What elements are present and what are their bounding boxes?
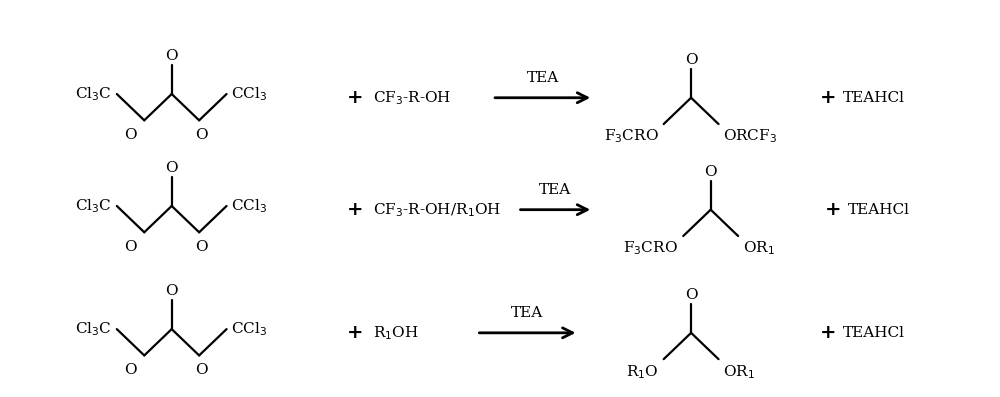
Text: O: O [165, 284, 178, 298]
Text: O: O [124, 128, 137, 142]
Text: +: + [820, 324, 837, 342]
Text: Cl$_3$C: Cl$_3$C [75, 85, 112, 103]
Text: OR$_1$: OR$_1$ [723, 363, 755, 381]
Text: TEAHCl: TEAHCl [843, 91, 905, 105]
Text: F$_3$CRO: F$_3$CRO [604, 128, 659, 145]
Text: +: + [347, 201, 363, 219]
Text: Cl$_3$C: Cl$_3$C [75, 320, 112, 338]
Text: CCl$_3$: CCl$_3$ [231, 85, 268, 103]
Text: O: O [196, 240, 208, 254]
Text: O: O [165, 49, 178, 63]
Text: O: O [165, 161, 178, 175]
Text: R$_1$O: R$_1$O [626, 363, 659, 381]
Text: O: O [124, 240, 137, 254]
Text: O: O [704, 165, 717, 179]
Text: CCl$_3$: CCl$_3$ [231, 320, 268, 338]
Text: +: + [820, 89, 837, 107]
Text: O: O [196, 363, 208, 377]
Text: CF$_3$-R-OH/R$_1$OH: CF$_3$-R-OH/R$_1$OH [373, 201, 501, 218]
Text: F$_3$CRO: F$_3$CRO [623, 240, 678, 257]
Text: TEAHCl: TEAHCl [843, 326, 905, 340]
Text: ORCF$_3$: ORCF$_3$ [723, 128, 778, 145]
Text: O: O [685, 53, 697, 67]
Text: CF$_3$-R-OH: CF$_3$-R-OH [373, 89, 451, 106]
Text: TEA: TEA [539, 183, 571, 197]
Text: Cl$_3$C: Cl$_3$C [75, 197, 112, 215]
Text: O: O [124, 363, 137, 377]
Text: +: + [825, 201, 841, 219]
Text: TEA: TEA [527, 71, 559, 85]
Text: +: + [347, 89, 363, 107]
Text: O: O [685, 288, 697, 302]
Text: OR$_1$: OR$_1$ [743, 240, 775, 257]
Text: TEA: TEA [511, 306, 544, 320]
Text: O: O [196, 128, 208, 142]
Text: +: + [347, 324, 363, 342]
Text: TEAHCl: TEAHCl [848, 203, 910, 217]
Text: CCl$_3$: CCl$_3$ [231, 197, 268, 215]
Text: R$_1$OH: R$_1$OH [373, 324, 418, 342]
